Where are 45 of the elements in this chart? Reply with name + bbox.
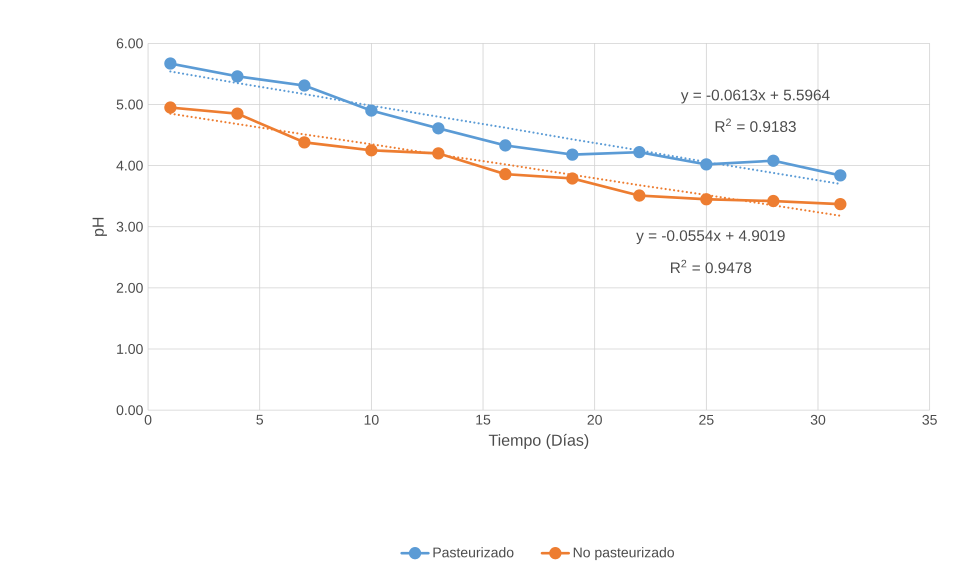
- point: [700, 158, 712, 171]
- point: [834, 198, 846, 210]
- point: [365, 144, 378, 157]
- y-tick-label: 2.00: [116, 282, 143, 293]
- point: [767, 194, 780, 208]
- legend-label: No pasteurizado: [574, 547, 674, 560]
- point: [365, 104, 378, 117]
- point: [633, 189, 646, 202]
- point: [164, 101, 177, 114]
- point: [499, 139, 512, 152]
- y-axis-title: pH: [92, 218, 107, 236]
- point: [499, 168, 512, 180]
- point: [231, 108, 244, 120]
- annotation: R$^{2}$ = 0.9183: [716, 118, 796, 132]
- annotation: R$^{2}$ = 0.9478: [671, 260, 752, 274]
- x-tick-label: 5: [256, 414, 264, 425]
- x-tick-label: 10: [364, 414, 379, 425]
- y-tick-label: 1.00: [117, 344, 143, 354]
- point: [566, 148, 578, 161]
- y-tick-label: 6.00: [116, 38, 143, 48]
- point: [566, 172, 578, 185]
- x-tick-label: 0: [144, 414, 152, 425]
- y-tick-label: 4.00: [116, 160, 143, 171]
- annotation: y = -0.0613x + 5.5964: [680, 90, 830, 104]
- point: [767, 154, 780, 167]
- annotation: y = -0.0554x + 4.9019: [636, 230, 785, 244]
- point: [633, 146, 646, 158]
- x-axis-title: Tiempo (Días): [488, 434, 588, 450]
- y-tick-label: 0.00: [116, 405, 143, 416]
- y-tick-label: 3.00: [116, 222, 143, 232]
- point: [298, 79, 311, 92]
- legend-label: Pasteurizado: [433, 547, 514, 558]
- point: [834, 169, 846, 182]
- x-tick-label: 20: [588, 414, 602, 425]
- y-tick-label: 5.00: [116, 100, 143, 110]
- x-tick-label: 25: [699, 414, 714, 425]
- x-tick-label: 35: [922, 414, 937, 425]
- point: [432, 147, 444, 160]
- x-tick-label: 30: [810, 414, 826, 425]
- point: [231, 70, 244, 83]
- point: [700, 193, 712, 206]
- x-tick-label: 15: [476, 414, 490, 425]
- point: [164, 57, 177, 70]
- point: [298, 136, 311, 149]
- point: [432, 122, 444, 135]
